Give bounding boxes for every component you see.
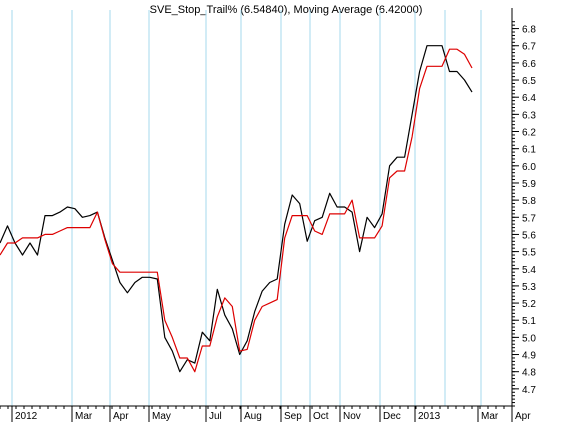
series-lines <box>0 45 473 373</box>
x-tick-label: Aug <box>244 411 262 422</box>
y-tick-label: 5.4 <box>522 265 536 276</box>
y-tick-label: 5.9 <box>522 179 536 190</box>
x-tick-label: Dec <box>383 411 401 422</box>
y-tick-label: 5.6 <box>522 230 536 241</box>
y-tick-label: 4.8 <box>522 368 536 379</box>
y-tick-label: 6.5 <box>522 76 536 87</box>
y-tick-label: 6.2 <box>522 128 536 139</box>
y-tick-label: 6.1 <box>522 145 536 156</box>
y-tick-label: 5.5 <box>522 248 536 259</box>
x-tick-label: Jul <box>209 411 222 422</box>
y-tick-label: 5.2 <box>522 299 536 310</box>
x-tick-label: May <box>152 411 171 422</box>
y-tick-label: 5.1 <box>522 316 536 327</box>
y-tick-label: 6.4 <box>522 93 536 104</box>
x-tick-label: Mar <box>481 411 499 422</box>
y-tick-label: 5.0 <box>522 333 536 344</box>
series-line-sve-stop-trail <box>0 45 473 373</box>
x-tick-label: Oct <box>313 411 329 422</box>
x-tick-label: Apr <box>515 411 531 422</box>
x-tick-label: Apr <box>113 411 129 422</box>
y-tick-label: 6.3 <box>522 110 536 121</box>
x-tick-label: 2013 <box>418 411 441 422</box>
y-axis: 4.7 4.8 4.9 5.0 5.1 5.2 5.3 5.4 5.5 5.6 5.7 5.8 5.9 6… <box>511 8 536 407</box>
x-tick-label: Mar <box>75 411 93 422</box>
x-tick-label: 2012 <box>15 411 38 422</box>
y-tick-label: 6.7 <box>522 42 536 53</box>
series-line-moving-average <box>0 48 473 373</box>
grid-lines <box>11 10 513 406</box>
chart-title: SVE_Stop_Trail% (6.54840), Moving Averag… <box>149 4 423 16</box>
x-tick-label: Nov <box>343 411 361 422</box>
y-tick-label: 5.7 <box>522 213 536 224</box>
y-tick-label: 6.6 <box>522 59 536 70</box>
y-tick-label: 5.8 <box>522 196 536 207</box>
x-tick-label: Sep <box>284 411 302 422</box>
y-tick-label: 4.9 <box>522 351 536 362</box>
y-tick-label: 4.7 <box>522 385 536 396</box>
y-tick-label: 6.8 <box>522 25 536 36</box>
y-tick-label: 5.3 <box>522 282 536 293</box>
x-axis: 2012 Mar Apr May Jul Aug Sep Oct Nov Dec 2013 Mar Ap… <box>0 405 531 422</box>
y-tick-label: 6.0 <box>522 162 536 173</box>
